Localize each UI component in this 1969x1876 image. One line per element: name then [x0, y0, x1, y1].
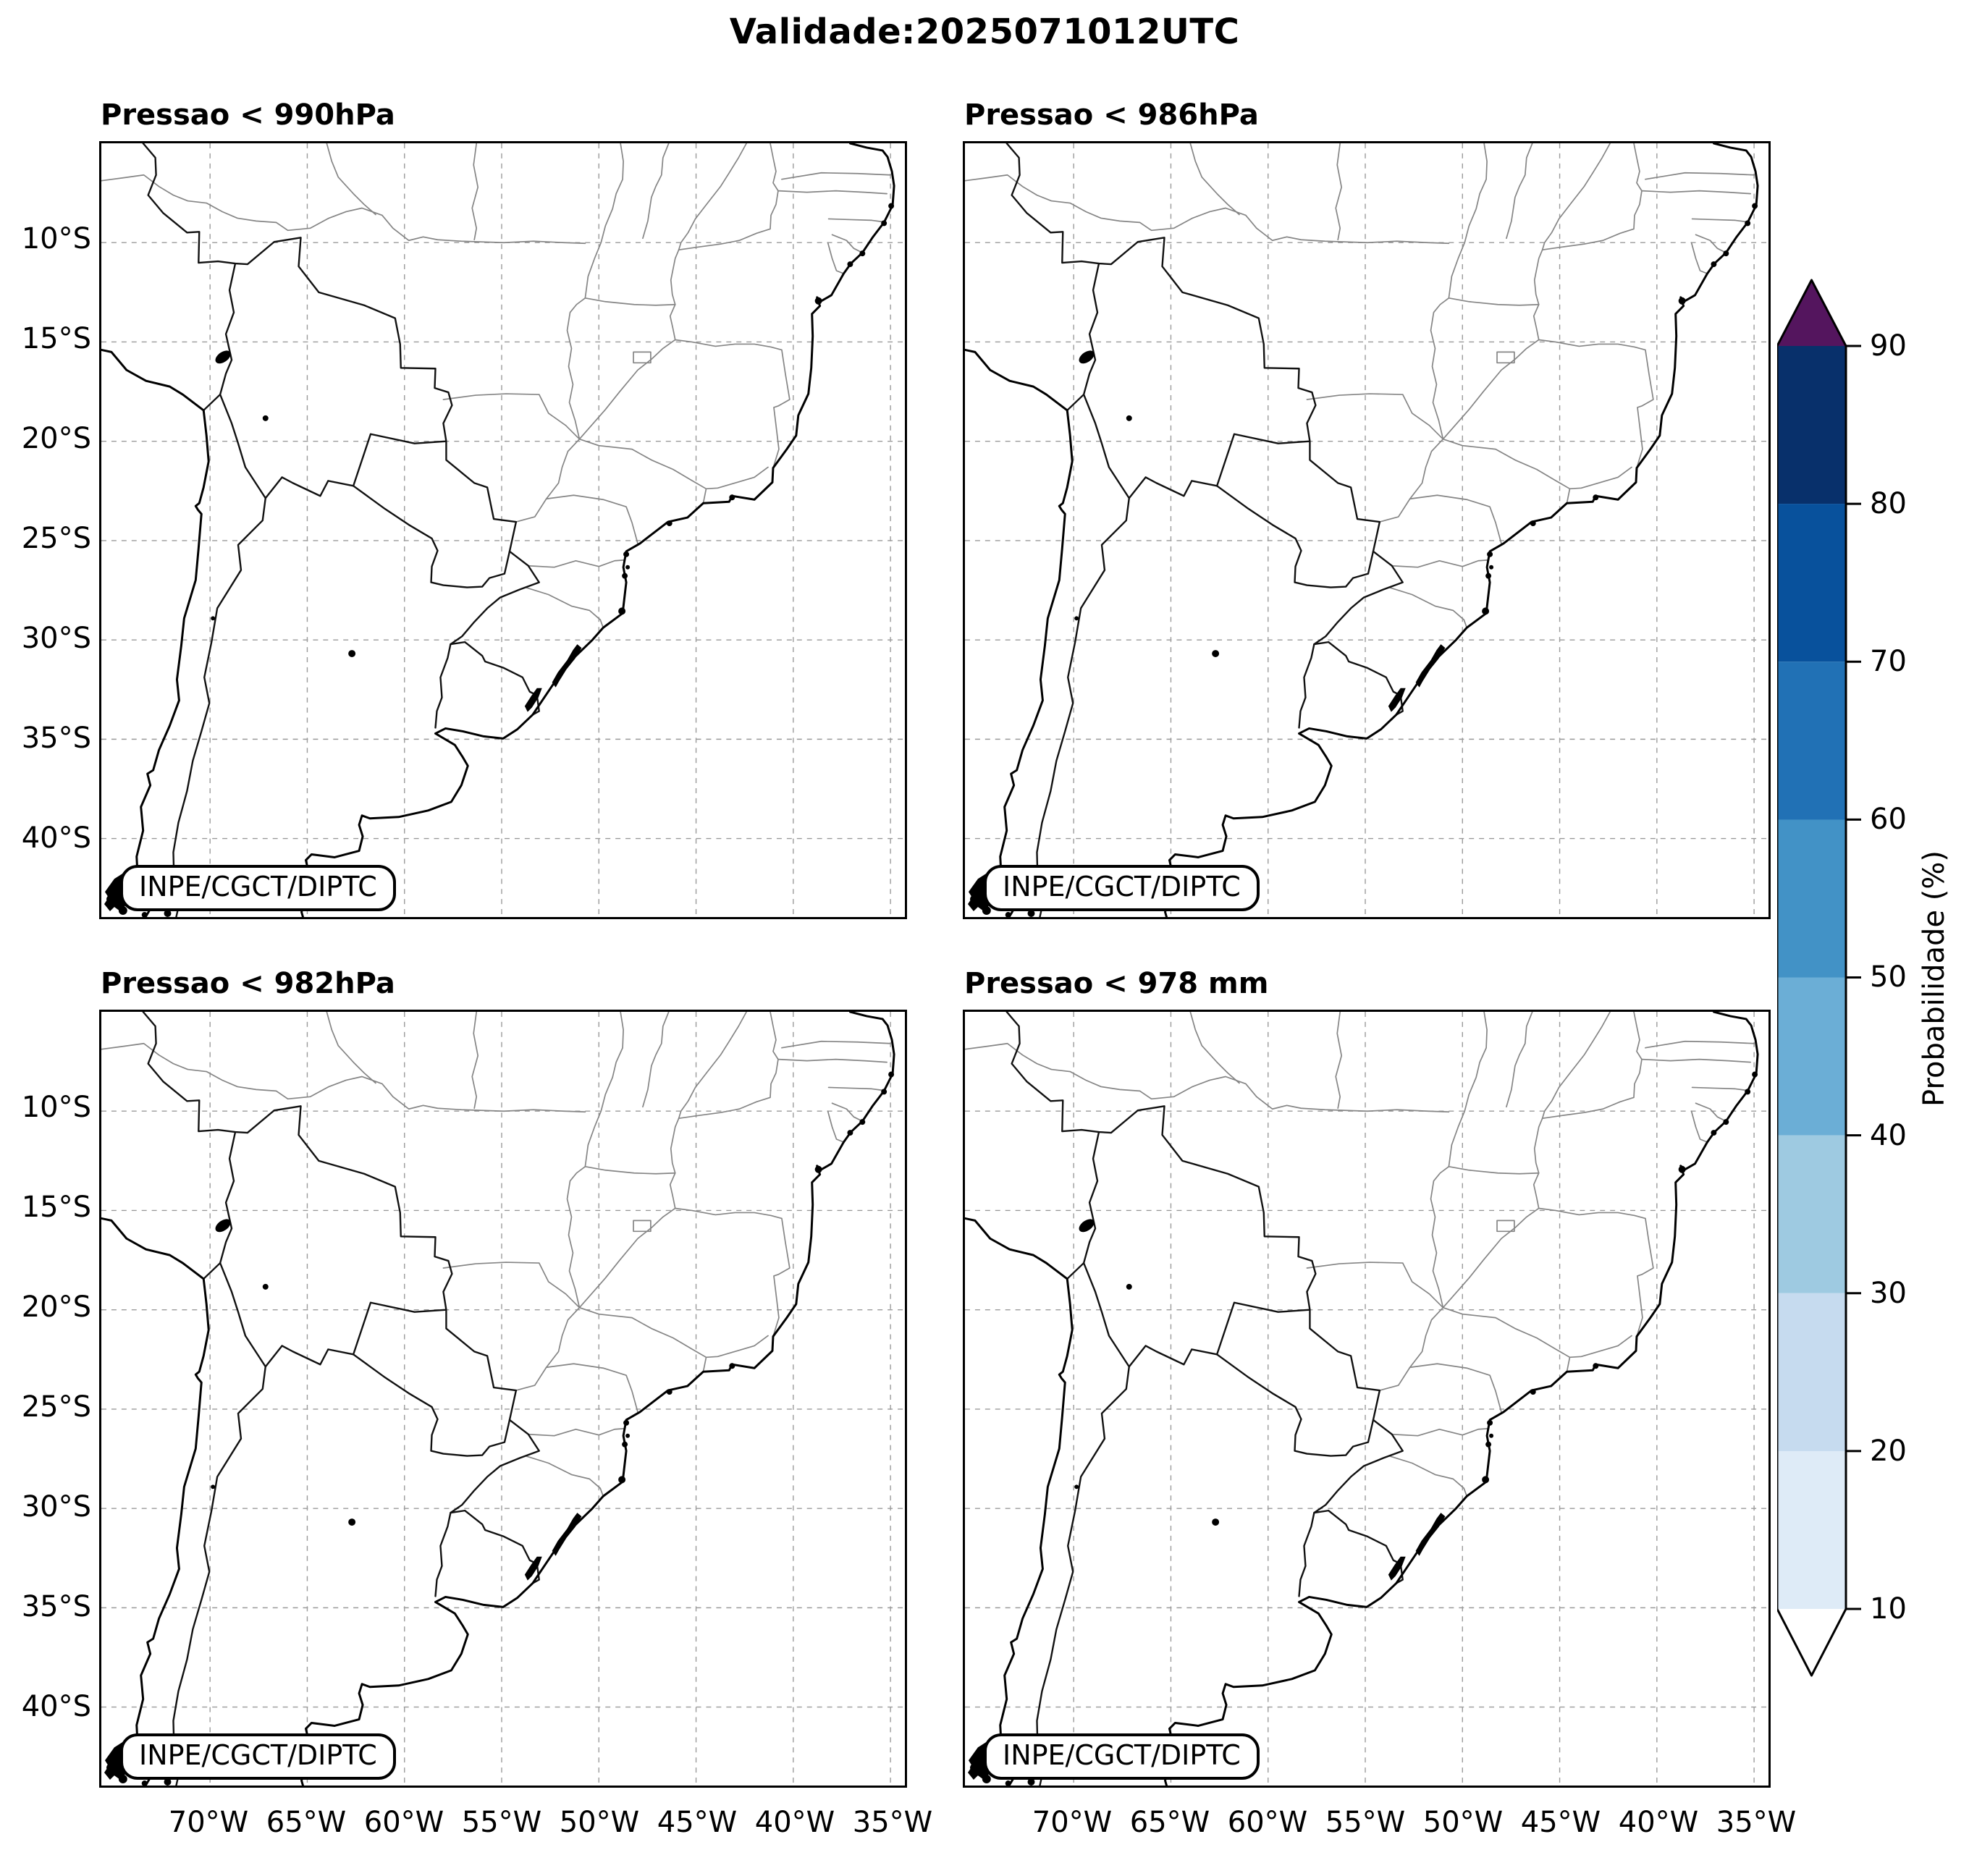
lon-tick-label-4: 50°W	[1422, 1806, 1504, 1839]
map-panel-986: INPE/CGCT/DIPTC	[963, 141, 1771, 919]
map-990	[101, 143, 905, 917]
map-978	[965, 1012, 1768, 1786]
lat-tick-label-0: 10°S	[21, 1091, 91, 1124]
lon-tick-label-2: 60°W	[1227, 1806, 1308, 1839]
lon-tick-label-0: 70°W	[168, 1806, 249, 1839]
lon-tick-label-4: 50°W	[559, 1806, 640, 1839]
lat-tick-label-5: 35°S	[21, 722, 91, 755]
lat-tick-label-5: 35°S	[21, 1590, 91, 1623]
lat-tick-label-1: 15°S	[21, 322, 91, 355]
lon-tick-label-1: 65°W	[1129, 1806, 1210, 1839]
map-panel-978: INPE/CGCT/DIPTC	[963, 1010, 1771, 1788]
panel-title-986: Pressao < 986hPa	[964, 98, 1259, 132]
lon-tick-label-7: 35°W	[1716, 1806, 1797, 1839]
colorbar-tick-label-7: 20	[1870, 1435, 1907, 1468]
lat-tick-label-6: 40°S	[21, 821, 91, 855]
colorbar-tick-label-3: 60	[1870, 803, 1907, 836]
map-panel-982: INPE/CGCT/DIPTC	[99, 1010, 907, 1788]
lon-tick-label-5: 45°W	[657, 1806, 738, 1839]
colorbar-tick-label-4: 50	[1870, 960, 1907, 994]
lat-tick-label-4: 30°S	[21, 622, 91, 655]
lon-tick-label-6: 40°W	[754, 1806, 835, 1839]
map-982	[101, 1012, 905, 1786]
lat-tick-label-6: 40°S	[21, 1690, 91, 1723]
source-badge: INPE/CGCT/DIPTC	[984, 865, 1260, 911]
map-panel-990: INPE/CGCT/DIPTC	[99, 141, 907, 919]
colorbar-tick-label-8: 10	[1870, 1592, 1907, 1626]
lat-tick-label-4: 30°S	[21, 1490, 91, 1524]
panel-title-982: Pressao < 982hPa	[101, 967, 395, 1000]
lat-tick-label-2: 20°S	[21, 422, 91, 455]
colorbar-under-triangle	[1777, 1609, 1846, 1676]
colorbar-tick-label-1: 80	[1870, 487, 1907, 520]
lon-tick-label-5: 45°W	[1520, 1806, 1601, 1839]
lon-tick-label-7: 35°W	[852, 1806, 933, 1839]
colorbar-axis-label: Probabilidade (%)	[1918, 850, 1951, 1107]
colorbar-tick-labels: 90 80 70 60 50 40 30 20 10	[1870, 0, 1957, 1876]
colorbar-tick-label-5: 40	[1870, 1119, 1907, 1152]
lat-tick-label-0: 10°S	[21, 222, 91, 255]
source-badge: INPE/CGCT/DIPTC	[984, 1733, 1260, 1780]
colorbar-tick-label-6: 30	[1870, 1277, 1907, 1310]
colorbar-over-triangle	[1777, 280, 1846, 346]
lat-tick-label-3: 25°S	[21, 1390, 91, 1424]
lat-tick-label-1: 15°S	[21, 1191, 91, 1224]
lon-tick-label-6: 40°W	[1618, 1806, 1699, 1839]
source-badge: INPE/CGCT/DIPTC	[120, 1733, 396, 1780]
lat-tick-label-3: 25°S	[21, 522, 91, 555]
colorbar-tick-label-2: 70	[1870, 645, 1907, 678]
lon-tick-label-3: 55°W	[1325, 1806, 1406, 1839]
longitude-axis-right-column: 70°W 65°W 60°W 55°W 50°W 45°W 40°W 35°W	[963, 1802, 1796, 1846]
figure-title: Validade:2025071012UTC	[729, 12, 1240, 52]
colorbar	[1777, 279, 1861, 1677]
source-badge: INPE/CGCT/DIPTC	[120, 865, 396, 911]
lat-tick-label-2: 20°S	[21, 1290, 91, 1324]
latitude-axis-bottom-row: 10°S 15°S 20°S 25°S 30°S 35°S 40°S	[4, 1010, 91, 1788]
panel-title-978: Pressao < 978 mm	[964, 967, 1269, 1000]
colorbar-tick-marks	[1846, 345, 1861, 1610]
latitude-axis-top-row: 10°S 15°S 20°S 25°S 30°S 35°S 40°S	[4, 141, 91, 919]
panel-title-990: Pressao < 990hPa	[101, 98, 395, 132]
lon-tick-label-0: 70°W	[1032, 1806, 1113, 1839]
map-986	[965, 143, 1768, 917]
colorbar-tick-label-0: 90	[1870, 329, 1907, 363]
longitude-axis-left-column: 70°W 65°W 60°W 55°W 50°W 45°W 40°W 35°W	[99, 1802, 932, 1846]
lon-tick-label-1: 65°W	[266, 1806, 347, 1839]
lon-tick-label-3: 55°W	[461, 1806, 542, 1839]
lon-tick-label-2: 60°W	[363, 1806, 444, 1839]
